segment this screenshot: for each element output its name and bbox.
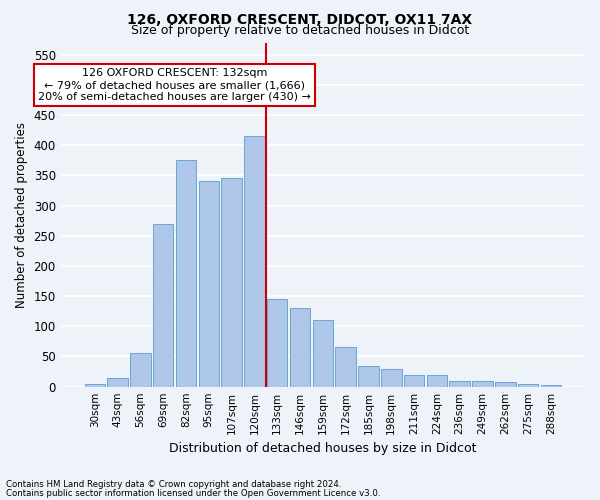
- Bar: [85, 384, 105, 386]
- Bar: [427, 374, 447, 386]
- Text: Contains HM Land Registry data © Crown copyright and database right 2024.: Contains HM Land Registry data © Crown c…: [6, 480, 341, 489]
- Bar: [130, 354, 151, 386]
- Bar: [449, 380, 470, 386]
- Bar: [153, 224, 173, 386]
- Bar: [335, 348, 356, 387]
- X-axis label: Distribution of detached houses by size in Didcot: Distribution of detached houses by size …: [169, 442, 476, 455]
- Bar: [358, 366, 379, 386]
- Bar: [107, 378, 128, 386]
- Bar: [495, 382, 515, 386]
- Text: Contains public sector information licensed under the Open Government Licence v3: Contains public sector information licen…: [6, 488, 380, 498]
- Bar: [221, 178, 242, 386]
- Bar: [313, 320, 333, 386]
- Bar: [472, 380, 493, 386]
- Text: Size of property relative to detached houses in Didcot: Size of property relative to detached ho…: [131, 24, 469, 37]
- Bar: [244, 136, 265, 386]
- Y-axis label: Number of detached properties: Number of detached properties: [15, 122, 28, 308]
- Bar: [267, 299, 287, 386]
- Bar: [290, 308, 310, 386]
- Bar: [518, 384, 538, 386]
- Bar: [176, 160, 196, 386]
- Text: 126, OXFORD CRESCENT, DIDCOT, OX11 7AX: 126, OXFORD CRESCENT, DIDCOT, OX11 7AX: [127, 12, 473, 26]
- Text: 126 OXFORD CRESCENT: 132sqm
← 79% of detached houses are smaller (1,666)
20% of : 126 OXFORD CRESCENT: 132sqm ← 79% of det…: [38, 68, 311, 102]
- Bar: [381, 368, 401, 386]
- Bar: [199, 182, 219, 386]
- Bar: [404, 374, 424, 386]
